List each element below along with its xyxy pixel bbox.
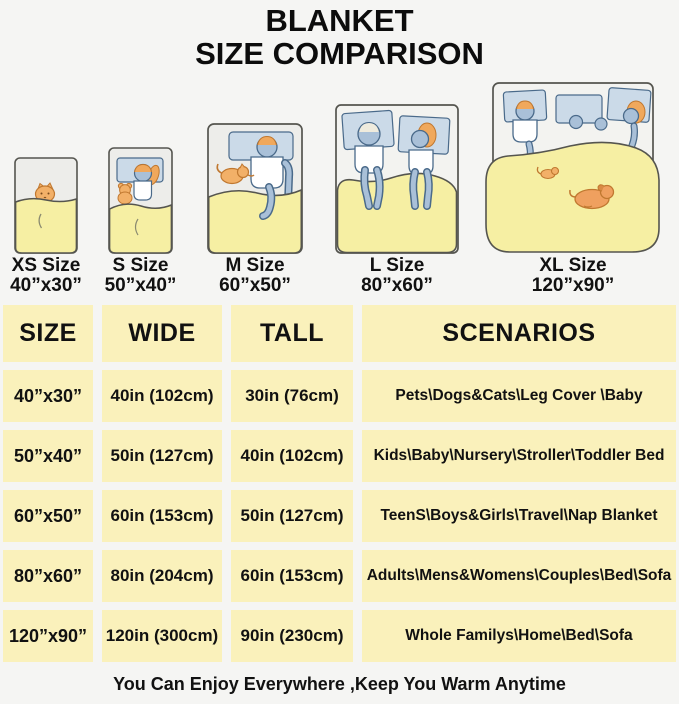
table-cell-scenarios: Whole Familys\Home\Bed\Sofa xyxy=(362,610,676,662)
bed-illustrations-row: XS Size 40”x30” xyxy=(0,72,679,296)
column-header-tall: TALL xyxy=(231,305,353,362)
table-cell-wide: 120in (300cm) xyxy=(102,610,222,662)
bed-size-dims: 60”x50” xyxy=(219,275,291,296)
girl-with-teddy-illustration xyxy=(108,147,173,254)
table-cell-tall: 40in (102cm) xyxy=(231,430,353,482)
table-cell-wide: 80in (204cm) xyxy=(102,550,222,602)
bed-l: L Size 80”x60” xyxy=(335,104,459,296)
man-with-cat-illustration xyxy=(207,123,303,254)
table-cell-size: 80”x60” xyxy=(3,550,93,602)
family-with-pets-illustration xyxy=(485,82,660,253)
bed-size-dims: 50”x40” xyxy=(104,275,177,296)
bed-l-caption: L Size 80”x60” xyxy=(317,254,477,296)
table-cell-scenarios: Kids\Baby\Nursery\Stroller\Toddler Bed xyxy=(362,430,676,482)
bed-xs: XS Size 40”x30” xyxy=(10,157,82,296)
sleeping-kid xyxy=(594,117,608,131)
footer-slogan: You Can Enjoy Everywhere ,Keep You Warm … xyxy=(113,674,566,694)
sleeping-kid xyxy=(568,114,584,130)
sleeping-dad xyxy=(512,100,538,162)
bed-size-name: S Size xyxy=(112,255,169,276)
table-cell-size: 60”x50” xyxy=(3,490,93,542)
dog-icon xyxy=(569,184,615,210)
table-cell-scenarios: Adults\Mens&Womens\Couples\Bed\Sofa xyxy=(362,550,676,602)
table-cell-wide: 60in (153cm) xyxy=(102,490,222,542)
table-cell-scenarios: Pets\Dogs&Cats\Leg Cover \Baby xyxy=(362,370,676,422)
bed-size-dims: 120”x90” xyxy=(531,275,615,296)
sleeping-girl xyxy=(133,163,160,201)
legs xyxy=(360,166,433,210)
title-line-1: BLANKET xyxy=(265,3,414,38)
table-cell-tall: 60in (153cm) xyxy=(231,550,353,602)
bed-s: S Size 50”x40” xyxy=(105,147,176,296)
couple-in-bed-illustration xyxy=(335,104,459,254)
bed-size-dims: 40”x30” xyxy=(10,275,82,296)
bed-xl: XL Size 120”x90” xyxy=(484,82,662,296)
bed-size-name: XS Size xyxy=(11,255,81,276)
table-cell-tall: 30in (76cm) xyxy=(231,370,353,422)
column-header-scenarios: SCENARIOS xyxy=(362,305,676,362)
cat-icon xyxy=(34,182,56,203)
table-cell-scenarios: TeenS\Boys&Girls\Travel\Nap Blanket xyxy=(362,490,676,542)
bed-size-name: M Size xyxy=(225,255,285,276)
column-header-size: SIZE xyxy=(3,305,93,362)
table-cell-tall: 50in (127cm) xyxy=(231,490,353,542)
bed-m-caption: M Size 60”x50” xyxy=(175,254,335,296)
bed-s-caption: S Size 50”x40” xyxy=(61,254,221,296)
table-cell-wide: 50in (127cm) xyxy=(102,430,222,482)
sleeping-man xyxy=(250,135,294,207)
bed-xl-caption: XL Size 120”x90” xyxy=(493,254,653,296)
page-title: BLANKET SIZE COMPARISON xyxy=(0,4,679,70)
bed-size-name: L Size xyxy=(369,255,425,276)
table-cell-tall: 90in (230cm) xyxy=(231,610,353,662)
column-header-wide: WIDE xyxy=(102,305,222,362)
table-cell-wide: 40in (102cm) xyxy=(102,370,222,422)
cat-icon xyxy=(216,163,255,185)
sleeping-woman xyxy=(408,122,437,175)
bed-m: M Size 60”x50” xyxy=(207,123,303,296)
bed-xs-caption: XS Size 40”x30” xyxy=(0,254,126,296)
table-cell-size: 50”x40” xyxy=(3,430,93,482)
title-line-2: SIZE COMPARISON xyxy=(195,36,484,71)
table-cell-size: 40”x30” xyxy=(3,370,93,422)
table-cell-size: 120”x90” xyxy=(3,610,93,662)
bed-size-dims: 80”x60” xyxy=(361,275,433,296)
cat-icon xyxy=(536,166,560,180)
size-comparison-table: SIZE WIDE TALL SCENARIOS 40”x30” 40in (1… xyxy=(3,305,676,662)
bed-size-name: XL Size xyxy=(539,255,607,276)
teddy-bear-icon xyxy=(117,182,133,205)
cat-in-bed-illustration xyxy=(14,157,78,254)
sleeping-man xyxy=(354,121,384,174)
